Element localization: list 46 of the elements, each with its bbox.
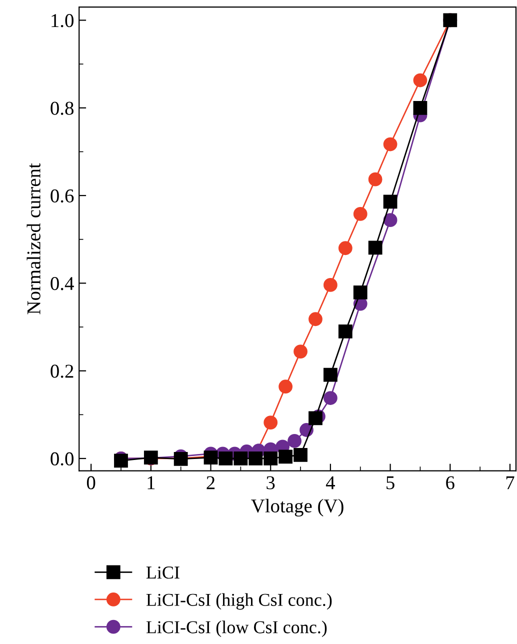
point xyxy=(383,137,398,152)
y-axis-title: Normalized current xyxy=(26,163,40,314)
x-tick-label: 4 xyxy=(326,476,336,490)
point xyxy=(288,434,302,448)
y-tick-label: 0.2 xyxy=(50,364,74,378)
x-tick-label: 6 xyxy=(446,476,454,490)
point xyxy=(324,391,338,405)
x-tick-label: 0 xyxy=(86,476,96,490)
point xyxy=(324,368,338,382)
point xyxy=(353,285,368,300)
x-tick-label: 3 xyxy=(266,476,275,490)
point xyxy=(294,344,308,358)
point xyxy=(264,416,278,430)
point xyxy=(114,454,128,468)
point xyxy=(338,241,352,256)
point xyxy=(218,452,233,466)
y-tick-label: 0.4 xyxy=(50,277,74,290)
point xyxy=(278,380,293,394)
x-axis-title: Vlotage (V) xyxy=(251,498,344,517)
legend-label: LiCI xyxy=(146,566,180,579)
point xyxy=(294,448,308,462)
point xyxy=(278,450,293,464)
point xyxy=(338,324,352,338)
point xyxy=(368,240,382,255)
point xyxy=(234,452,248,466)
point xyxy=(308,411,322,426)
point xyxy=(324,278,338,292)
point xyxy=(308,312,322,326)
point xyxy=(264,452,278,466)
y-tick-label: 0.6 xyxy=(50,189,74,203)
point xyxy=(383,194,398,209)
y-tick-label: 0.8 xyxy=(50,102,74,115)
x-tick-label: 5 xyxy=(386,476,394,490)
y-tick-label: 1.0 xyxy=(52,14,74,28)
y-tick-label: 0.0 xyxy=(50,452,74,466)
point xyxy=(413,73,428,88)
x-tick-label: 2 xyxy=(206,476,215,490)
x-tick-label: 7 xyxy=(506,476,514,490)
point xyxy=(383,213,398,228)
x-tick-label: 1 xyxy=(148,476,155,490)
point xyxy=(368,172,382,186)
point xyxy=(413,100,428,115)
point xyxy=(353,207,368,221)
legend-label: LiCI-CsI (low CsI conc.) xyxy=(146,620,327,638)
legend-label: LiCI-CsI (high CsI conc.) xyxy=(146,593,332,610)
point xyxy=(248,452,263,466)
